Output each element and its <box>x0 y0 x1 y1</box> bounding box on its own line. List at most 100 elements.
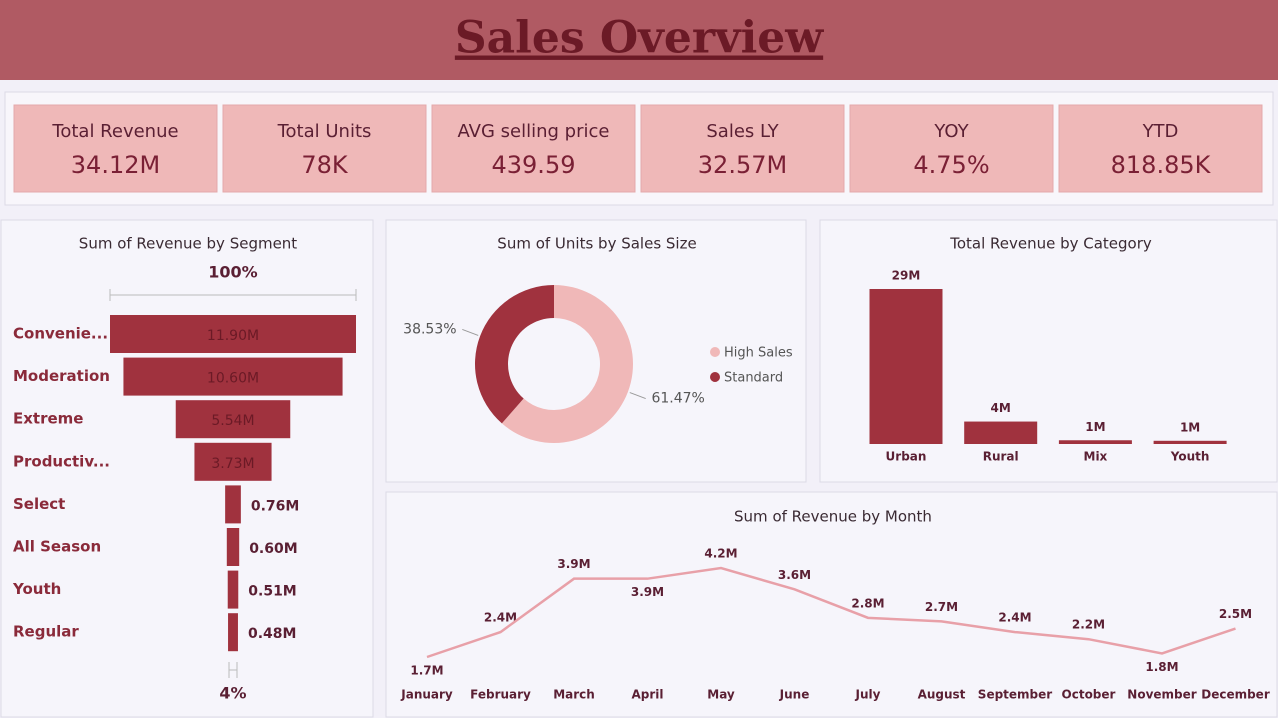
x-tick-label: Urban <box>886 450 927 464</box>
kpi-value: 439.59 <box>492 151 576 179</box>
bar <box>1058 440 1132 444</box>
x-tick-label: Rural <box>983 450 1019 464</box>
x-tick-label: July <box>855 688 881 702</box>
value-label: 1M <box>1180 420 1200 434</box>
x-tick-label: December <box>1201 688 1270 702</box>
value-label: 1M <box>1085 420 1105 434</box>
panel <box>0 219 374 718</box>
category-label: Regular <box>13 623 79 641</box>
x-tick-label: January <box>400 688 453 702</box>
x-tick-label: March <box>553 688 595 702</box>
funnel-bar <box>227 570 239 609</box>
kpi-value: 818.85K <box>1111 151 1212 179</box>
funnel-bar <box>123 357 343 396</box>
x-tick-label: May <box>707 688 735 702</box>
funnel-bar <box>228 613 238 652</box>
value-label: 3.9M <box>557 557 590 571</box>
legend-marker <box>710 347 720 357</box>
x-tick-label: September <box>978 688 1052 702</box>
value-label: 0.60M <box>249 541 297 557</box>
value-label: 10.60M <box>207 371 259 387</box>
x-tick-label: November <box>1127 688 1196 702</box>
x-tick-label: October <box>1062 688 1116 702</box>
funnel-top-label: 100% <box>208 263 257 282</box>
kpi-label: Sales LY <box>706 121 779 142</box>
x-tick-label: February <box>470 688 531 702</box>
value-label: 2.8M <box>851 596 884 610</box>
kpi-label: YTD <box>1142 121 1179 142</box>
kpi-card <box>1058 104 1263 193</box>
kpi-label: Total Revenue <box>51 121 178 142</box>
kpi-card <box>222 104 427 193</box>
value-label: 61.47% <box>651 391 704 407</box>
donut-slice <box>501 285 633 443</box>
x-tick-label: August <box>918 688 966 702</box>
panel <box>385 219 807 483</box>
category-label: Select <box>13 495 65 513</box>
line <box>426 566 1236 659</box>
page-title: Sales Overview <box>455 13 824 64</box>
value-label: 0.76M <box>251 498 299 514</box>
value-label: 3.6M <box>778 568 811 582</box>
value-label: 2.4M <box>998 611 1031 625</box>
bar <box>869 289 943 444</box>
leader-line <box>629 392 646 400</box>
donut-slice <box>474 285 554 424</box>
value-label: 2.4M <box>484 611 517 625</box>
funnel-bar <box>110 315 356 353</box>
header-band <box>0 0 1278 80</box>
category-label: All Season <box>13 538 101 556</box>
category-label: Convenie... <box>13 325 108 343</box>
funnel-bottom-label: 4% <box>219 684 246 703</box>
value-label: 38.53% <box>403 321 456 337</box>
chart-title: Sum of Revenue by Month <box>734 508 932 526</box>
x-tick-label: April <box>631 688 663 702</box>
value-label: 11.90M <box>207 328 259 344</box>
x-tick-label: June <box>779 688 810 702</box>
kpi-card <box>13 104 218 193</box>
value-label: 2.2M <box>1072 618 1105 632</box>
chart-title: Total Revenue by Category <box>949 235 1152 253</box>
chart-title: Sum of Units by Sales Size <box>497 235 696 253</box>
funnel-bar <box>194 442 272 481</box>
kpi-value: 78K <box>301 151 349 179</box>
category-label: Extreme <box>13 410 83 428</box>
kpi-label: YOY <box>933 121 969 142</box>
category-label: Productiv... <box>13 452 110 470</box>
value-label: 2.7M <box>925 600 958 614</box>
kpi-value: 4.75% <box>913 151 989 179</box>
kpi-value: 32.57M <box>698 151 787 179</box>
bracket <box>228 662 238 678</box>
value-label: 3.73M <box>211 456 254 472</box>
funnel-bar <box>226 528 240 566</box>
kpi-label: AVG selling price <box>458 121 610 142</box>
legend-label: High Sales <box>724 346 793 361</box>
value-label: 1.8M <box>1145 660 1178 674</box>
bar <box>1153 440 1227 444</box>
legend-marker <box>710 372 720 382</box>
value-label: 4M <box>991 401 1011 415</box>
value-label: 1.7M <box>410 664 443 678</box>
value-label: 0.48M <box>248 626 296 642</box>
kpi-card <box>849 104 1054 193</box>
funnel-bar <box>175 400 291 439</box>
legend-label: Standard <box>724 371 783 386</box>
value-label: 3.9M <box>631 585 664 599</box>
value-label: 2.5M <box>1219 607 1252 621</box>
kpi-card <box>640 104 845 193</box>
kpi-value: 34.12M <box>71 151 160 179</box>
x-tick-label: Mix <box>1084 450 1108 464</box>
category-label: Moderation <box>13 367 110 385</box>
value-label: 29M <box>892 269 921 283</box>
kpi-card <box>431 104 636 193</box>
chart-title: Sum of Revenue by Segment <box>79 235 298 253</box>
x-tick-label: Youth <box>1170 450 1210 464</box>
category-label: Youth <box>12 580 61 598</box>
leader-line <box>462 328 479 336</box>
funnel-bar <box>225 485 241 524</box>
value-label: 4.2M <box>704 547 737 561</box>
bracket <box>109 289 357 301</box>
kpi-label: Total Units <box>277 121 372 142</box>
